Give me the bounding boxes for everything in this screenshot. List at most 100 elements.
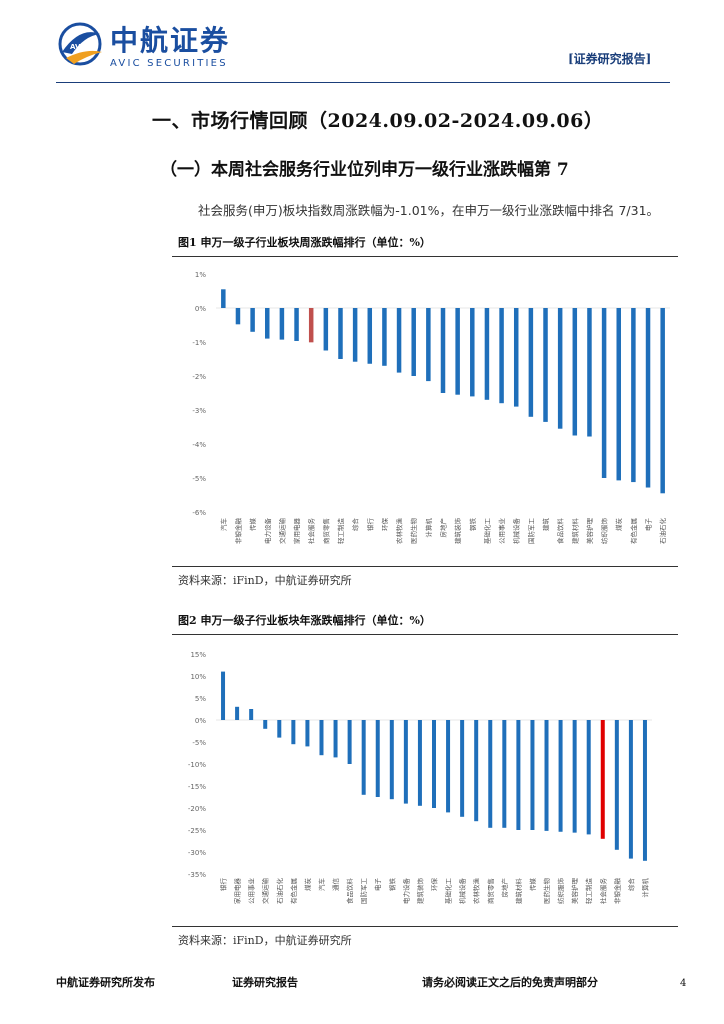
- yearly-bar: [403, 720, 408, 804]
- header-divider: [56, 82, 670, 83]
- weekly-category-label: 银行: [365, 518, 374, 532]
- weekly-category-label: 煤炭: [614, 518, 623, 532]
- weekly-bar: [411, 308, 416, 376]
- weekly-y-tick-label: -3%: [192, 407, 206, 415]
- yearly-category-label: 电力设备: [401, 878, 410, 905]
- weekly-category-label: 国防军工: [526, 518, 535, 545]
- yearly-y-tick-label: -10%: [188, 761, 206, 769]
- weekly-bar: [338, 308, 343, 359]
- yearly-category-label: 食品饮料: [345, 878, 354, 905]
- yearly-category-label: 煤炭: [303, 878, 312, 892]
- weekly-bar: [323, 308, 329, 351]
- weekly-category-label: 综合: [351, 518, 360, 532]
- weekly-bar: [294, 308, 299, 341]
- yearly-bar: [516, 720, 521, 830]
- weekly-bar: [308, 308, 314, 343]
- yearly-category-label: 公用事业: [247, 878, 256, 905]
- footer-report-type: 证券研究报告: [232, 976, 298, 989]
- yearly-bar: [249, 709, 254, 720]
- weekly-category-label: 钢铁: [468, 518, 477, 532]
- weekly-bar: [352, 308, 358, 362]
- yearly-category-label: 纺织服饰: [556, 878, 565, 905]
- plane-emblem-icon: AVIC: [58, 22, 102, 66]
- weekly-category-label: 传媒: [248, 518, 257, 532]
- yearly-bar: [628, 720, 633, 859]
- report-type-tag: [证券研究报告]: [568, 52, 652, 66]
- weekly-category-label: 房地产: [439, 518, 448, 538]
- weekly-category-label: 建筑装饰: [453, 518, 462, 545]
- yearly-bar: [361, 720, 366, 795]
- weekly-category-label: 非银金融: [233, 518, 242, 545]
- weekly-bar: [367, 308, 373, 364]
- yearly-category-label: 轻工制造: [584, 878, 593, 905]
- weekly-bar: [528, 308, 534, 417]
- weekly-category-label: 纺织服饰: [600, 518, 609, 545]
- weekly-category-label: 汽车: [219, 518, 228, 532]
- yearly-y-tick-label: 15%: [190, 651, 206, 659]
- weekly-bar: [440, 308, 446, 393]
- logo-mark: AVIC: [70, 43, 88, 51]
- yearly-category-label: 电子: [373, 878, 382, 892]
- figure-2-bottom-rule: [172, 926, 678, 927]
- weekly-bar: [221, 289, 226, 308]
- yearly-bar: [389, 720, 394, 800]
- weekly-category-label: 电力设备: [263, 518, 272, 545]
- yearly-bar: [263, 720, 268, 729]
- yearly-category-label: 计算机: [640, 878, 649, 898]
- yearly-bar: [291, 720, 296, 745]
- weekly-y-tick-label: -1%: [192, 339, 206, 347]
- section-title: 一、市场行情回顾（2024.09.02-2024.09.06）: [152, 110, 604, 132]
- weekly-category-label: 建筑材料: [570, 518, 579, 545]
- yearly-category-label: 社会服务: [598, 878, 607, 905]
- yearly-bar: [221, 671, 226, 720]
- yearly-y-tick-label: 0%: [195, 717, 206, 725]
- weekly-category-label: 基础化工: [482, 518, 491, 545]
- subsection-title: （一）本周社会服务行业位列申万一级行业涨跌幅第 7: [160, 160, 569, 180]
- weekly-y-tick-label: 0%: [195, 305, 206, 313]
- weekly-y-tick-label: -2%: [192, 373, 206, 381]
- yearly-bar: [474, 720, 479, 822]
- weekly-category-label: 美容护理: [585, 518, 594, 545]
- yearly-category-label: 传媒: [528, 878, 537, 892]
- yearly-category-label: 商贸零售: [486, 878, 495, 904]
- yearly-y-tick-label: -25%: [188, 827, 206, 835]
- weekly-bar: [396, 308, 402, 373]
- yearly-y-tick-label: -15%: [188, 783, 206, 791]
- brand-name-en: AVIC SECURITIES: [110, 58, 228, 69]
- yearly-bar: [502, 720, 507, 828]
- weekly-bar: [279, 308, 285, 340]
- yearly-bar: [333, 720, 338, 758]
- yearly-category-label: 基础化工: [444, 878, 453, 905]
- weekly-bar: [513, 308, 519, 407]
- weekly-category-label: 有色金属: [629, 518, 638, 544]
- weekly-bar: [557, 308, 563, 429]
- yearly-category-label: 有色金属: [289, 878, 298, 904]
- weekly-bar: [455, 308, 460, 395]
- yearly-bar: [235, 706, 240, 720]
- yearly-category-label: 建筑材料: [514, 878, 523, 905]
- yearly-category-label: 钢铁: [387, 878, 396, 892]
- yearly-category-label: 机械设备: [458, 878, 467, 905]
- weekly-category-label: 计算机: [424, 518, 433, 538]
- yearly-bar: [375, 720, 380, 797]
- yearly-bar: [642, 720, 647, 861]
- weekly-bar: [543, 308, 548, 422]
- weekly-bar: [250, 308, 255, 332]
- weekly-bar: [382, 308, 387, 366]
- figure-2-source: 资料来源：iFinD，中航证券研究所: [178, 934, 352, 947]
- yearly-category-label: 银行: [219, 878, 228, 892]
- weekly-category-label: 农林牧渔: [395, 518, 404, 545]
- weekly-category-label: 交通运输: [277, 518, 286, 545]
- weekly-bar: [616, 308, 621, 481]
- footer-publisher: 中航证券研究所发布: [56, 976, 155, 989]
- figure-1-caption: 图1 申万一级子行业板块周涨跌幅排行（单位：%）: [178, 236, 431, 249]
- weekly-bar: [499, 308, 504, 404]
- yearly-y-tick-label: 10%: [190, 673, 206, 681]
- yearly-bar: [614, 720, 619, 850]
- figure-1-top-rule: [172, 256, 678, 257]
- yearly-bar: [347, 720, 352, 764]
- weekly-category-label: 医药生物: [409, 518, 418, 545]
- weekly-y-tick-label: -4%: [192, 441, 206, 449]
- weekly-y-tick-label: -5%: [192, 475, 206, 483]
- yearly-category-label: 国防军工: [359, 878, 368, 905]
